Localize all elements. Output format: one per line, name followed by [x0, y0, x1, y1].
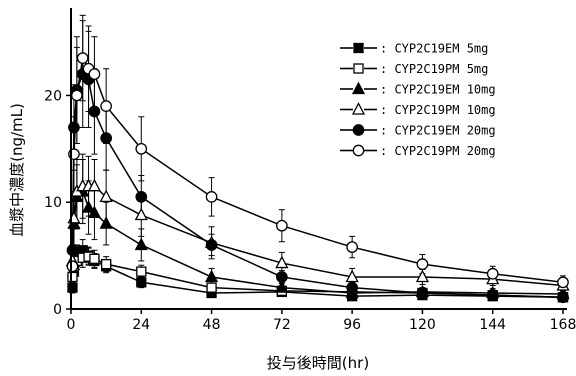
data-point	[87, 205, 102, 219]
data-point	[87, 178, 102, 192]
x-tick-label: 120	[409, 317, 436, 333]
y-tick-label: 20	[44, 88, 62, 104]
data-point	[205, 191, 218, 203]
data-point	[89, 253, 100, 264]
data-point	[100, 100, 112, 112]
data-point	[416, 287, 429, 299]
data-point	[346, 281, 358, 294]
data-point	[134, 237, 148, 251]
data-point	[100, 132, 112, 144]
data-point	[275, 255, 289, 269]
x-tick-label: 48	[203, 317, 221, 333]
data-point	[100, 258, 112, 270]
data-point	[66, 260, 79, 273]
data-point	[204, 269, 219, 283]
legend-marker	[351, 81, 366, 95]
x-tick-label: 96	[343, 317, 361, 333]
y-tick-label: 10	[44, 195, 62, 211]
data-point	[135, 191, 148, 203]
legend-marker	[351, 102, 366, 115]
data-point	[135, 142, 148, 155]
legend-marker	[353, 42, 364, 54]
data-point	[416, 258, 429, 270]
x-tick-label: 168	[550, 317, 576, 333]
legend-label: : CYP2C19EM 20mg	[380, 124, 496, 138]
legend-label: : CYP2C19PM 5mg	[380, 62, 488, 76]
data-point	[486, 289, 499, 301]
x-tick-label: 72	[273, 317, 291, 333]
data-point	[415, 269, 430, 283]
data-point	[345, 269, 359, 283]
y-tick-label: 0	[53, 302, 62, 318]
legend-label: : CYP2C19PM 10mg	[380, 103, 496, 117]
data-point	[88, 105, 101, 118]
data-point	[67, 271, 78, 283]
data-point	[81, 200, 96, 213]
data-point	[275, 280, 289, 293]
data-point	[99, 216, 113, 229]
data-point	[67, 282, 78, 293]
data-point	[71, 89, 83, 102]
x-tick-label: 144	[479, 317, 506, 333]
data-point	[134, 207, 148, 221]
data-point	[136, 277, 147, 288]
x-tick-label: 0	[67, 317, 76, 333]
data-point	[276, 271, 288, 283]
legend-label: : CYP2C19PM 20mg	[380, 144, 496, 158]
x-tick-label: 24	[132, 317, 150, 333]
data-point	[486, 267, 499, 280]
data-point	[206, 282, 217, 293]
data-point	[99, 189, 113, 203]
legend-marker	[353, 63, 364, 74]
legend-label: : CYP2C19EM 10mg	[380, 83, 496, 97]
data-point	[76, 52, 89, 64]
x-axis-title: 投与後時間(hr)	[267, 354, 369, 372]
data-point	[557, 291, 569, 304]
legend-marker	[352, 144, 365, 157]
y-axis-title: 血漿中濃度(ng/mL)	[8, 103, 26, 237]
legend-marker	[352, 124, 365, 136]
data-point	[346, 241, 358, 253]
data-point	[88, 68, 101, 80]
data-point	[557, 276, 569, 289]
data-point	[136, 266, 147, 277]
data-point	[66, 244, 79, 257]
legend-label: : CYP2C19EM 5mg	[380, 42, 488, 56]
data-point	[205, 239, 218, 251]
data-point	[276, 219, 288, 232]
